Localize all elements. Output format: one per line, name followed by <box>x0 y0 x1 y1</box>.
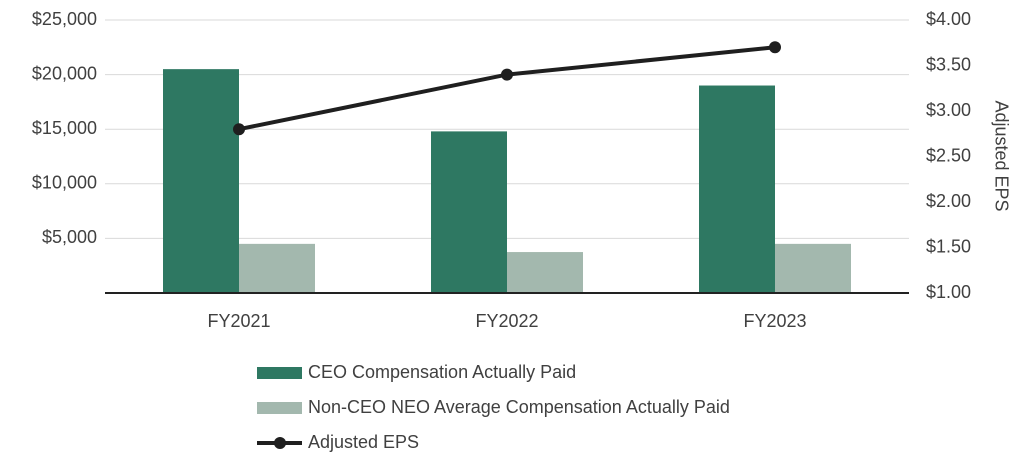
legend-swatch-marker <box>274 437 286 449</box>
bar <box>431 131 507 293</box>
x-tick-label: FY2022 <box>475 311 538 331</box>
y-tick-label: $5,000 <box>42 227 97 247</box>
bar <box>239 243 315 293</box>
legend-label: Non-CEO NEO Average Compensation Actuall… <box>308 397 730 417</box>
line-marker <box>233 123 245 136</box>
line <box>238 45 776 132</box>
x-tick-label: FY2021 <box>207 311 270 331</box>
bar <box>775 243 851 293</box>
legend-label: Adjusted EPS <box>308 432 419 452</box>
y-tick-label: $25,000 <box>32 9 97 29</box>
y2-tick-label: $4.00 <box>926 9 971 29</box>
y2-tick-label: $3.00 <box>926 100 971 120</box>
bar <box>507 252 583 293</box>
legend-swatch <box>257 402 302 414</box>
line-marker <box>501 68 513 81</box>
legend-swatch <box>257 367 302 379</box>
y-tick-label: $20,000 <box>32 63 97 83</box>
y2-tick-label: $3.50 <box>926 54 971 74</box>
y-tick-label: $10,000 <box>32 173 97 193</box>
legend-label: CEO Compensation Actually Paid <box>308 362 576 382</box>
y2-tick-label: $1.00 <box>926 282 971 302</box>
y2-tick-label: $1.50 <box>926 236 971 256</box>
y2-tick-label: $2.00 <box>926 191 971 211</box>
bar <box>163 69 239 293</box>
line-marker <box>769 41 781 54</box>
x-tick-label: FY2023 <box>743 311 806 331</box>
bar <box>699 85 775 294</box>
y2-axis-label: Adjusted EPS <box>991 100 1011 211</box>
y-tick-label: $15,000 <box>32 118 97 138</box>
y2-tick-label: $2.50 <box>926 145 971 165</box>
